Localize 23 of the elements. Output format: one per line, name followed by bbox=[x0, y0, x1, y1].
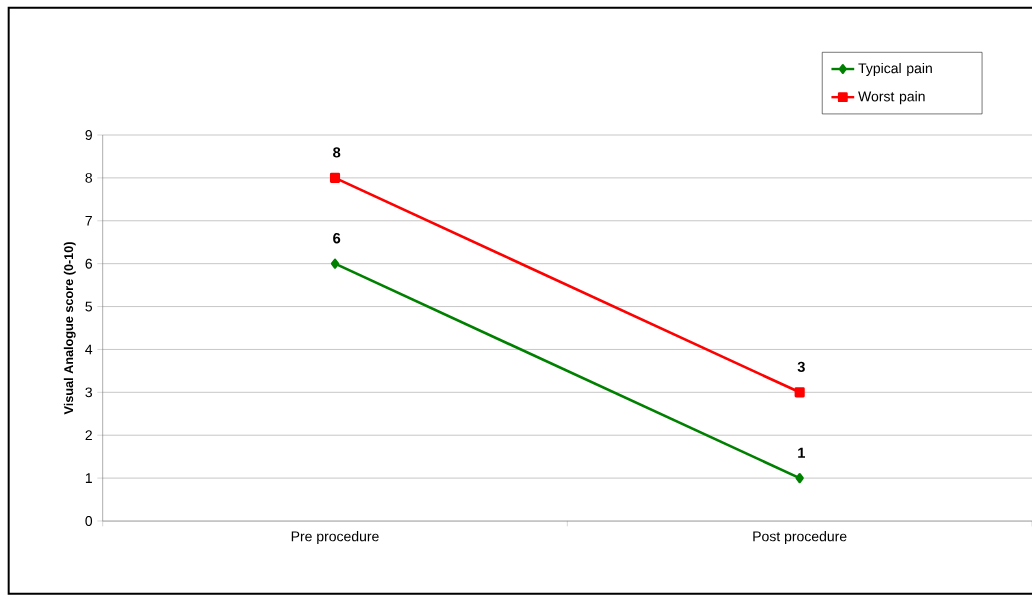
point bbox=[329, 172, 341, 183]
y-tick-label: 0 bbox=[85, 516, 93, 526]
data-label: 8 bbox=[333, 147, 341, 158]
y-axis-title: Visual Analogue score (0-10) bbox=[63, 242, 76, 415]
x-tick-label: Pre procedure bbox=[291, 531, 379, 545]
y-tick-label: 9 bbox=[85, 130, 92, 140]
y-tick-label: 3 bbox=[85, 387, 93, 398]
x-tick-label: Post procedure bbox=[753, 531, 847, 545]
point bbox=[795, 473, 804, 484]
y-tick-label: 8 bbox=[85, 172, 93, 183]
y-tick-label: 2 bbox=[85, 430, 92, 441]
data-label: 6 bbox=[333, 233, 341, 244]
legend-label: Typical pain bbox=[858, 62, 932, 76]
point bbox=[794, 387, 805, 398]
data-label: 3 bbox=[797, 361, 805, 373]
y-tick-label: 1 bbox=[85, 473, 92, 483]
y-tick-label: 4 bbox=[85, 344, 93, 355]
legend-label: Worst pain bbox=[858, 91, 925, 105]
y-tick-label: 5 bbox=[85, 301, 93, 312]
data-label: 1 bbox=[798, 447, 805, 458]
y-tick-label: 6 bbox=[85, 258, 93, 269]
y-tick-label: 7 bbox=[85, 215, 92, 226]
point bbox=[330, 258, 340, 269]
